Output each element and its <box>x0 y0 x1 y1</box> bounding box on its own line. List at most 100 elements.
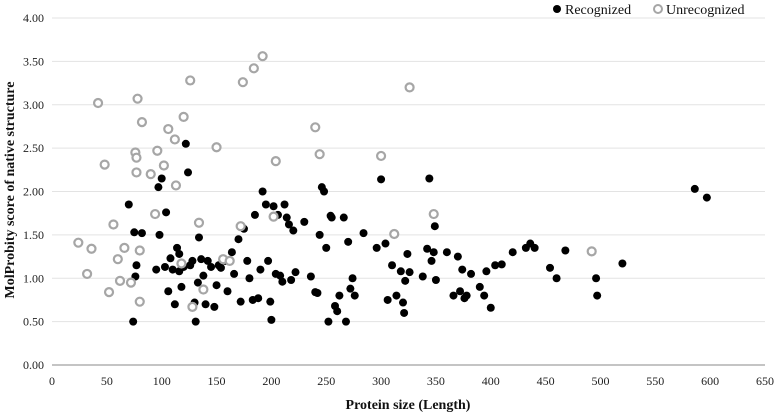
point-unrecognized <box>170 180 182 191</box>
point-recognized <box>264 256 273 265</box>
point-recognized <box>425 174 434 183</box>
point-recognized <box>418 272 427 281</box>
point-unrecognized <box>248 63 259 74</box>
point-unrecognized <box>86 243 97 254</box>
y-axis-title: MolProbity score of native structure <box>3 82 18 299</box>
point-recognized <box>216 263 225 272</box>
point-recognized <box>449 291 458 300</box>
point-unrecognized <box>132 93 143 104</box>
point-recognized <box>210 302 219 311</box>
point-unrecognized <box>131 152 142 163</box>
point-recognized <box>269 202 278 211</box>
point-unrecognized <box>73 237 84 248</box>
point-recognized <box>467 269 476 278</box>
point-recognized <box>173 243 182 252</box>
y-tick-labels: 0.00 0.50 1.00 1.50 2.00 2.50 3.00 3.50 4.00 <box>23 11 44 372</box>
point-recognized <box>137 229 146 238</box>
point-unrecognized <box>150 208 161 220</box>
x-axis-title: Protein size (Length) <box>346 398 471 413</box>
point-recognized <box>129 317 138 326</box>
point-unrecognized <box>92 97 104 109</box>
data-points <box>73 51 711 326</box>
x-tick-label: 100 <box>153 374 171 388</box>
point-recognized <box>212 281 221 290</box>
point-unrecognized <box>375 150 387 162</box>
y-tick-label: 0.50 <box>23 315 44 329</box>
grid <box>52 17 765 323</box>
point-recognized <box>278 277 287 286</box>
point-recognized <box>453 252 462 261</box>
y-tick-label: 1.00 <box>23 271 44 285</box>
point-unrecognized <box>108 219 119 230</box>
point-recognized <box>276 271 285 280</box>
point-unrecognized <box>158 160 169 171</box>
point-unrecognized <box>389 228 400 240</box>
point-unrecognized <box>134 296 145 307</box>
point-recognized <box>181 139 190 148</box>
point-recognized <box>236 297 245 306</box>
point-recognized <box>482 267 491 276</box>
y-tick-label: 3.00 <box>23 98 44 112</box>
point-recognized <box>168 265 177 274</box>
point-recognized <box>458 265 467 274</box>
x-tick-label: 550 <box>646 374 664 388</box>
legend-marker-recognized <box>553 5 561 13</box>
point-recognized <box>372 243 381 252</box>
point-unrecognized <box>163 123 174 135</box>
y-tick-label: 4.00 <box>23 11 44 25</box>
point-recognized <box>230 269 239 278</box>
x-tick-label: 300 <box>372 374 390 388</box>
point-recognized <box>130 228 139 237</box>
point-recognized <box>243 256 252 265</box>
point-unrecognized <box>119 242 130 253</box>
point-recognized <box>593 291 602 300</box>
legend-marker-unrecognized <box>653 4 663 14</box>
point-recognized <box>456 287 465 296</box>
point-recognized <box>359 229 368 238</box>
point-recognized <box>442 248 451 257</box>
point-unrecognized <box>211 142 222 153</box>
point-recognized <box>322 243 331 252</box>
point-recognized <box>462 291 471 300</box>
x-tick-label: 50 <box>101 374 113 388</box>
point-recognized <box>320 187 329 196</box>
point-recognized <box>132 261 141 270</box>
point-recognized <box>254 294 263 303</box>
point-recognized <box>333 307 342 316</box>
point-recognized <box>327 213 336 222</box>
point-recognized <box>377 175 386 184</box>
point-recognized <box>207 262 216 271</box>
point-recognized <box>157 174 166 183</box>
point-unrecognized <box>152 145 163 156</box>
legend: Recognized Unrecognized <box>553 3 745 18</box>
point-unrecognized <box>82 268 93 280</box>
point-recognized <box>383 295 392 304</box>
point-recognized <box>199 271 208 280</box>
point-recognized <box>258 187 267 196</box>
point-unrecognized <box>134 245 145 256</box>
point-unrecognized <box>103 287 115 298</box>
point-unrecognized <box>224 255 235 266</box>
point-unrecognized <box>136 116 148 128</box>
point-recognized <box>396 267 405 276</box>
point-recognized <box>227 248 236 257</box>
y-tick-label: 0.00 <box>23 358 44 372</box>
point-recognized <box>399 298 408 307</box>
point-recognized <box>315 230 324 239</box>
point-recognized <box>423 244 432 253</box>
point-unrecognized <box>114 275 126 286</box>
point-unrecognized <box>198 284 209 295</box>
point-unrecognized <box>112 254 123 265</box>
point-recognized <box>313 288 322 297</box>
point-recognized <box>430 222 439 231</box>
point-recognized <box>431 275 440 284</box>
y-tick-label: 2.00 <box>23 185 44 199</box>
point-unrecognized <box>131 167 142 178</box>
point-recognized <box>245 274 254 283</box>
point-recognized <box>289 226 298 235</box>
point-recognized <box>266 297 275 306</box>
point-recognized <box>346 284 355 293</box>
point-unrecognized <box>169 134 180 145</box>
point-recognized <box>124 200 133 209</box>
point-recognized <box>300 217 309 226</box>
